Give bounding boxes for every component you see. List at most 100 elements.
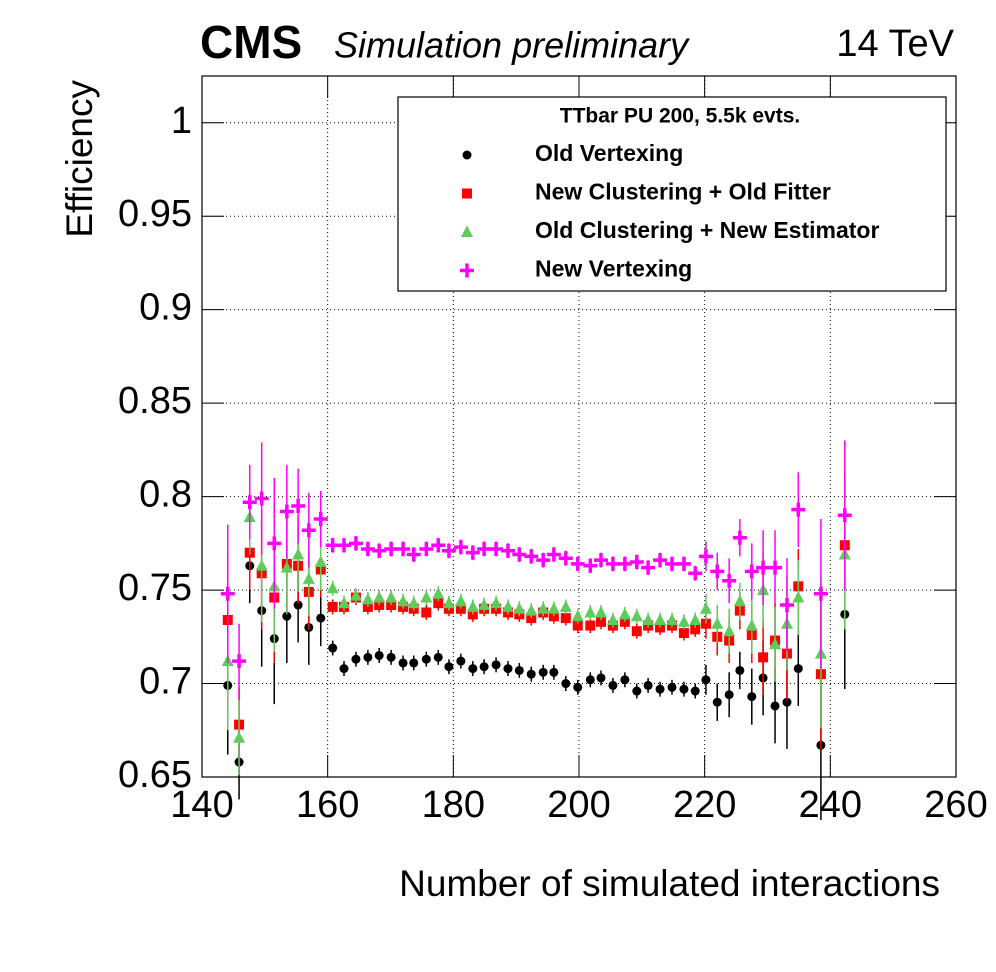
- marker: [689, 613, 702, 625]
- marker: [593, 553, 608, 568]
- marker: [618, 607, 631, 620]
- marker: [479, 662, 489, 672]
- marker: [768, 560, 783, 575]
- marker: [361, 592, 374, 605]
- marker: [756, 560, 771, 575]
- marker: [584, 605, 597, 618]
- marker: [779, 598, 794, 613]
- marker: [617, 556, 632, 571]
- marker: [630, 609, 643, 622]
- marker: [363, 652, 373, 662]
- y-axis-label: Efficiency: [59, 80, 100, 238]
- y-tick-label: 0.7: [139, 661, 192, 703]
- marker: [724, 690, 734, 700]
- marker: [433, 598, 444, 609]
- marker: [316, 613, 326, 623]
- marker: [711, 617, 724, 629]
- marker: [782, 697, 792, 707]
- marker: [512, 547, 527, 562]
- marker: [461, 225, 473, 237]
- marker: [360, 541, 375, 556]
- marker: [665, 613, 678, 625]
- marker: [678, 628, 689, 639]
- marker: [620, 675, 630, 685]
- marker: [421, 607, 432, 618]
- marker: [374, 650, 384, 660]
- x-tick-label: 260: [924, 784, 987, 826]
- marker: [301, 523, 316, 538]
- marker: [559, 600, 572, 612]
- chart-title: CMS: [200, 16, 302, 68]
- marker: [349, 589, 362, 601]
- marker: [454, 594, 467, 607]
- marker: [585, 675, 595, 685]
- y-tick-label: 0.85: [118, 380, 192, 422]
- x-tick-label: 140: [170, 784, 233, 826]
- marker: [313, 512, 328, 527]
- marker: [292, 548, 305, 560]
- marker: [433, 652, 443, 662]
- marker: [641, 560, 656, 575]
- legend-label: New Vertexing: [535, 256, 692, 282]
- marker: [513, 602, 526, 614]
- marker: [585, 620, 596, 631]
- y-tick-label: 0.65: [118, 754, 192, 796]
- marker: [701, 675, 711, 685]
- marker: [596, 673, 606, 683]
- marker: [441, 543, 456, 558]
- marker: [677, 615, 690, 627]
- marker: [419, 541, 434, 556]
- marker: [220, 586, 235, 601]
- x-axis-label: Number of simulated interactions: [399, 863, 940, 904]
- marker: [632, 686, 642, 696]
- marker: [653, 553, 668, 568]
- marker: [327, 601, 338, 612]
- marker: [351, 654, 361, 664]
- marker: [813, 586, 828, 601]
- marker: [255, 559, 268, 571]
- x-tick-label: 160: [296, 784, 359, 826]
- marker: [453, 540, 468, 555]
- marker: [837, 508, 852, 523]
- marker: [758, 652, 769, 663]
- x-tick-label: 220: [673, 784, 736, 826]
- marker: [561, 679, 571, 689]
- marker: [460, 263, 474, 278]
- marker: [385, 591, 398, 603]
- marker: [770, 701, 780, 711]
- marker: [456, 656, 466, 666]
- marker: [326, 581, 339, 594]
- marker: [655, 684, 665, 694]
- marker: [490, 596, 503, 609]
- marker: [573, 682, 583, 692]
- legend-title: TTbar PU 200, 5.5k evts.: [560, 105, 800, 128]
- marker: [699, 602, 712, 614]
- marker: [769, 637, 782, 650]
- marker: [606, 613, 619, 625]
- marker: [536, 553, 551, 568]
- x-tick-label: 180: [422, 784, 485, 826]
- energy-annotation: 14 TeV: [836, 23, 954, 65]
- marker: [338, 596, 351, 609]
- marker: [690, 624, 701, 635]
- marker: [690, 686, 700, 696]
- marker: [302, 572, 315, 584]
- marker: [572, 620, 583, 631]
- marker: [793, 664, 803, 674]
- marker: [558, 551, 573, 566]
- marker: [477, 541, 492, 556]
- marker: [432, 587, 445, 599]
- marker: [293, 600, 303, 610]
- marker: [791, 502, 806, 517]
- marker: [605, 556, 620, 571]
- marker: [688, 566, 703, 581]
- marker: [407, 596, 420, 609]
- marker: [676, 556, 691, 571]
- marker: [642, 613, 655, 625]
- marker: [337, 538, 352, 553]
- marker: [280, 561, 293, 573]
- marker: [747, 692, 757, 702]
- marker: [792, 591, 805, 603]
- marker: [583, 558, 598, 573]
